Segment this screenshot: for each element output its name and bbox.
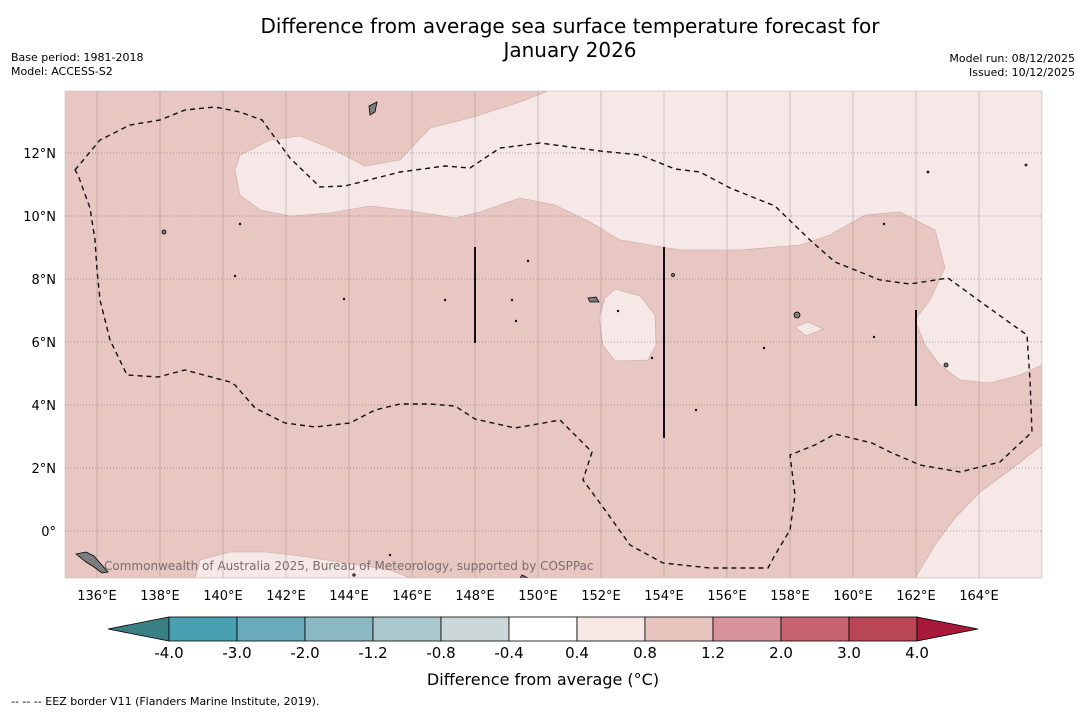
model-run: Model run: 08/12/2025	[949, 52, 1075, 65]
colorbar-tick: -0.4	[494, 644, 523, 662]
lat-label: 8°N	[32, 273, 57, 288]
lon-label: 138°E	[140, 589, 180, 604]
lon-axis: 136°E 138°E 140°E 142°E 144°E 146°E 148°…	[77, 589, 999, 604]
colorbar-tick: -0.8	[426, 644, 455, 662]
lat-label: 10°N	[23, 210, 56, 225]
title-line-2: January 2026	[503, 38, 637, 62]
model-name: Model: ACCESS-S2	[11, 65, 113, 78]
meridians	[96, 91, 980, 578]
map-frame	[64, 90, 1043, 579]
colorbar-tick: 2.0	[769, 644, 793, 662]
base-period: Base period: 1981-2018	[11, 51, 144, 64]
lon-label: 162°E	[896, 589, 936, 604]
colorbar-tick: 1.2	[701, 644, 725, 662]
colorbar-bin	[712, 616, 782, 642]
colorbar-ticks: -4.0 -3.0 -2.0 -1.2 -0.8 -0.4 0.4 0.8 1.…	[154, 644, 929, 662]
colorbar-tick: -1.2	[358, 644, 387, 662]
colorbar-bin	[304, 616, 374, 642]
lon-label: 160°E	[833, 589, 873, 604]
lon-label: 156°E	[707, 589, 747, 604]
anomaly-zone-north	[234, 91, 1042, 384]
lat-label: 2°N	[32, 462, 57, 477]
colorbar-tick: 4.0	[905, 644, 929, 662]
lon-label: 136°E	[77, 589, 117, 604]
lon-label: 164°E	[959, 589, 999, 604]
colorbar-tick: -2.0	[290, 644, 319, 662]
lon-label: 154°E	[644, 589, 684, 604]
lon-label: 152°E	[581, 589, 621, 604]
colorbar-bin	[780, 616, 850, 642]
eez-border	[74, 106, 1033, 569]
colorbar-bin	[576, 616, 646, 642]
lon-label: 142°E	[266, 589, 306, 604]
colorbar-bin	[168, 616, 238, 642]
colorbar	[107, 616, 979, 642]
anomaly-zone-southeast	[914, 444, 1042, 578]
border-segments	[474, 247, 917, 438]
lat-axis: 12°N 10°N 8°N 6°N 4°N 2°N 0°	[23, 147, 56, 540]
colorbar-bin	[508, 616, 578, 642]
anomaly-zone-tiny	[794, 321, 824, 337]
colorbar-tick: 0.8	[633, 644, 657, 662]
colorbar-title: Difference from average (°C)	[426, 670, 660, 689]
colorbar-tick: 0.4	[565, 644, 589, 662]
copyright-text: Commonwealth of Australia 2025, Bureau o…	[104, 559, 594, 573]
lat-label: 4°N	[32, 399, 57, 414]
map-title: Difference from average sea surface temp…	[220, 14, 920, 62]
lat-label: 0°	[41, 525, 56, 540]
colorbar-bin	[372, 616, 442, 642]
lon-label: 158°E	[770, 589, 810, 604]
anomaly-zone-small	[598, 288, 657, 362]
footer-note: -- -- -- EEZ border V11 (Flanders Marine…	[11, 695, 320, 708]
colorbar-extend-high	[916, 616, 979, 642]
colorbar-tick: -3.0	[222, 644, 251, 662]
lon-label: 140°E	[203, 589, 243, 604]
colorbar-bin	[440, 616, 510, 642]
lon-label: 150°E	[518, 589, 558, 604]
map-area: Commonwealth of Australia 2025, Bureau o…	[65, 91, 1042, 578]
colorbar-bin	[848, 616, 918, 642]
colorbar-bin	[236, 616, 306, 642]
islands	[75, 101, 1028, 578]
lat-label: 12°N	[23, 147, 56, 162]
lon-label: 146°E	[392, 589, 432, 604]
colorbar-bin	[644, 616, 714, 642]
colorbar-tick: -4.0	[154, 644, 183, 662]
meta-right: Model run: 08/12/2025 Issued: 10/12/2025	[949, 52, 1075, 80]
title-line-1: Difference from average sea surface temp…	[260, 14, 880, 38]
meta-left: Base period: 1981-2018 Model: ACCESS-S2	[11, 51, 143, 79]
colorbar-extend-low	[107, 616, 170, 642]
lat-label: 6°N	[32, 336, 57, 351]
parallels	[65, 152, 1042, 532]
colorbar-tick: 3.0	[837, 644, 861, 662]
issued-date: Issued: 10/12/2025	[968, 66, 1075, 79]
lon-label: 148°E	[455, 589, 495, 604]
lon-label: 144°E	[329, 589, 369, 604]
anomaly-zone-south	[194, 551, 411, 578]
